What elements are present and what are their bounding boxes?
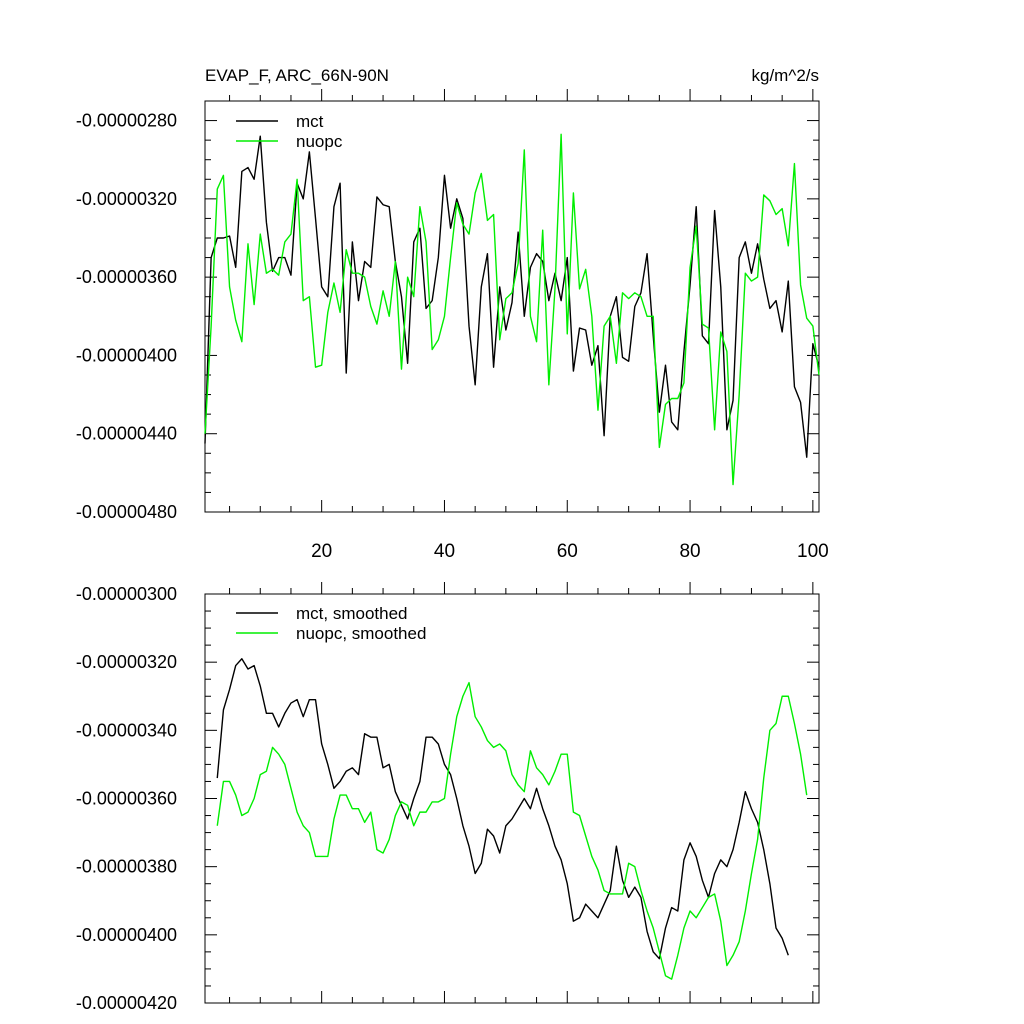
top-y-tick-label: -0.00000320 bbox=[76, 189, 177, 209]
bottom-series-line-nuopc-smoothed bbox=[216, 681, 808, 980]
bottom-axis-ticks bbox=[205, 582, 819, 1004]
bottom-y-tick-label: -0.00000300 bbox=[76, 584, 177, 604]
bottom-y-tick-label: -0.00000400 bbox=[76, 925, 177, 945]
top-series-line-mct bbox=[204, 135, 820, 458]
bottom-y-tick-label: -0.00000360 bbox=[76, 789, 177, 809]
top-y-tick-label: -0.00000280 bbox=[76, 111, 177, 131]
top-panel: EVAP_F, ARC_66N-90N kg/m^2/s -0.00000280… bbox=[76, 66, 829, 562]
bottom-y-tick-label: -0.00000340 bbox=[76, 720, 177, 740]
bottom-y-tick-label: -0.00000320 bbox=[76, 652, 177, 672]
top-x-tick-label: 80 bbox=[679, 541, 700, 562]
top-legend-label: nuopc bbox=[296, 132, 343, 151]
top-chart-units: kg/m^2/s bbox=[752, 66, 820, 85]
bottom-panel: -0.00000300 -0.00000320 -0.00000340 -0.0000… bbox=[76, 582, 820, 1013]
top-x-tick-label: 40 bbox=[434, 541, 455, 562]
top-y-tick-label: -0.00000360 bbox=[76, 267, 177, 287]
top-x-tick-labels: 20 40 60 80 100 bbox=[311, 541, 829, 562]
top-series-lines bbox=[204, 133, 820, 486]
bottom-legend-label: mct, smoothed bbox=[296, 604, 408, 623]
top-plot-frame bbox=[204, 100, 820, 513]
top-legend-label: mct bbox=[296, 112, 324, 131]
top-series-line-nuopc bbox=[204, 133, 820, 486]
top-y-tick-label: -0.00000440 bbox=[76, 424, 177, 444]
top-chart-title: EVAP_F, ARC_66N-90N bbox=[205, 66, 389, 85]
bottom-plot-frame bbox=[204, 593, 820, 1004]
top-y-tick-label: -0.00000400 bbox=[76, 345, 177, 365]
top-x-tick-label: 20 bbox=[311, 541, 332, 562]
bottom-y-tick-label: -0.00000420 bbox=[76, 993, 177, 1013]
top-x-tick-label: 60 bbox=[557, 541, 578, 562]
bottom-legend-label: nuopc, smoothed bbox=[296, 624, 426, 643]
bottom-series-line-mct-smoothed bbox=[216, 658, 789, 960]
top-y-tick-label: -0.00000480 bbox=[76, 502, 177, 522]
bottom-series-lines bbox=[216, 658, 808, 980]
top-axis-ticks bbox=[205, 89, 819, 513]
bottom-y-tick-label: -0.00000380 bbox=[76, 857, 177, 877]
top-y-tick-labels: -0.00000280 -0.00000320 -0.00000360 -0.0000… bbox=[76, 111, 177, 522]
bottom-y-tick-labels: -0.00000300 -0.00000320 -0.00000340 -0.0000… bbox=[76, 584, 177, 1013]
top-x-tick-label: 100 bbox=[797, 541, 829, 562]
